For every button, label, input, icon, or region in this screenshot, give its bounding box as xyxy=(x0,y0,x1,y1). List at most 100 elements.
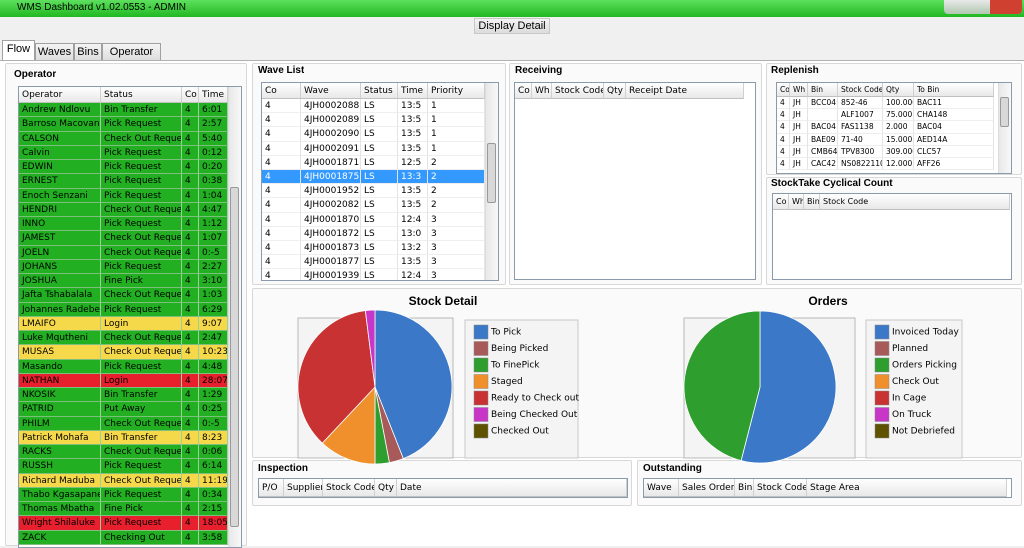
column-header[interactable]: Stage Area xyxy=(807,479,1007,497)
table-cell[interactable]: 4 xyxy=(777,97,790,110)
table-cell[interactable]: LS xyxy=(361,155,398,170)
table-cell[interactable]: 4JH0002082 xyxy=(301,198,361,213)
table-cell[interactable]: JH xyxy=(790,109,808,122)
table-cell[interactable]: 1 xyxy=(428,141,485,156)
table-cell[interactable]: Bin Transfer xyxy=(101,103,182,118)
table-cell[interactable]: 11:19 xyxy=(199,473,228,488)
table-cell[interactable]: 12:4 xyxy=(398,269,428,280)
table-cell[interactable]: RACKS xyxy=(19,445,101,460)
table-cell[interactable]: 1:29 xyxy=(199,388,228,403)
table-cell[interactable]: 0:-5 xyxy=(199,245,228,260)
table-cell[interactable]: Check Out Request xyxy=(101,202,182,217)
table-cell[interactable]: 4JH0001875 xyxy=(301,170,361,185)
table-cell[interactable]: 4 xyxy=(182,145,199,160)
table-cell[interactable]: 2 xyxy=(428,198,485,213)
table-cell[interactable]: Pick Request xyxy=(101,160,182,175)
table-cell[interactable]: JOELN xyxy=(19,245,101,260)
table-cell[interactable]: 4 xyxy=(777,121,790,134)
table-cell[interactable]: 2:15 xyxy=(199,502,228,517)
scroll-thumb[interactable] xyxy=(487,143,496,203)
table-cell[interactable]: 4 xyxy=(182,316,199,331)
table-cell[interactable]: 4JH0001873 xyxy=(301,241,361,256)
table-cell[interactable]: BAC04 xyxy=(914,121,994,134)
table-cell[interactable]: Pick Request xyxy=(101,217,182,232)
table-cell[interactable]: Pick Request xyxy=(101,174,182,189)
tab[interactable]: Operator xyxy=(102,43,161,61)
table-cell[interactable]: JH xyxy=(790,145,808,158)
table-cell[interactable]: 4 xyxy=(182,430,199,445)
table-cell[interactable]: 4 xyxy=(262,255,301,270)
table-cell[interactable]: 4 xyxy=(182,345,199,360)
column-header[interactable]: To Bin xyxy=(914,83,994,97)
table-cell[interactable]: LS xyxy=(361,127,398,142)
table-cell[interactable]: 0:06 xyxy=(199,445,228,460)
table-cell[interactable]: ERNEST xyxy=(19,174,101,189)
column-header[interactable]: Stock Code xyxy=(323,479,375,497)
display-detail-button[interactable]: Display Detail xyxy=(474,18,550,34)
table-cell[interactable]: LMAIFO xyxy=(19,316,101,331)
table-cell[interactable]: 3:58 xyxy=(199,530,228,545)
column-header[interactable]: Bin xyxy=(808,83,838,97)
table-cell[interactable]: LS xyxy=(361,99,398,114)
table-cell[interactable]: LS xyxy=(361,141,398,156)
table-cell[interactable]: 4 xyxy=(182,487,199,502)
column-header[interactable]: Bin xyxy=(735,479,754,497)
table-cell[interactable]: 4 xyxy=(182,373,199,388)
table-cell[interactable]: JH xyxy=(790,97,808,110)
table-cell[interactable]: Johannes Radebe xyxy=(19,302,101,317)
table-cell[interactable]: 4 xyxy=(182,202,199,217)
column-header[interactable]: Date xyxy=(397,479,627,497)
tab[interactable]: Flow xyxy=(2,40,35,61)
table-cell[interactable]: 4 xyxy=(182,331,199,346)
table-cell[interactable]: AFF26 xyxy=(914,158,994,171)
column-header[interactable]: Co xyxy=(182,87,199,103)
table-cell[interactable]: 0:-5 xyxy=(199,416,228,431)
table-cell[interactable]: Bin Transfer xyxy=(101,430,182,445)
column-header[interactable]: Bin xyxy=(804,194,820,210)
table-cell[interactable]: 13:2 xyxy=(398,241,428,256)
column-header[interactable]: Co xyxy=(515,83,532,99)
table-cell[interactable]: 4 xyxy=(182,388,199,403)
table-cell[interactable]: LS xyxy=(361,184,398,199)
table-cell[interactable]: 4 xyxy=(182,473,199,488)
table-cell[interactable]: Wright Shilaluke xyxy=(19,516,101,531)
column-header[interactable]: Wh xyxy=(532,83,552,99)
table-cell[interactable]: 9:07 xyxy=(199,316,228,331)
table-cell[interactable]: NATHAN xyxy=(19,373,101,388)
table-cell[interactable]: 13:5 xyxy=(398,184,428,199)
table-cell[interactable]: Fine Pick xyxy=(101,274,182,289)
table-cell[interactable]: 3 xyxy=(428,269,485,280)
table-cell[interactable]: Enoch Senzani xyxy=(19,188,101,203)
table-cell[interactable]: LS xyxy=(361,226,398,241)
table-cell[interactable]: Check Out Request xyxy=(101,445,182,460)
table-cell[interactable]: 13:5 xyxy=(398,113,428,128)
table-cell[interactable]: 28:07 xyxy=(199,373,228,388)
table-cell[interactable]: Pick Request xyxy=(101,145,182,160)
table-cell[interactable]: 1:04 xyxy=(199,188,228,203)
table-cell[interactable]: TPV8300 xyxy=(838,145,883,158)
column-header[interactable]: Operator xyxy=(19,87,101,103)
table-cell[interactable]: 4 xyxy=(262,113,301,128)
table-cell[interactable]: 4 xyxy=(182,188,199,203)
table-cell[interactable]: PHILM xyxy=(19,416,101,431)
table-cell[interactable]: Check Out Request xyxy=(101,245,182,260)
tab[interactable]: Bins xyxy=(74,43,102,61)
table-cell[interactable]: 0:20 xyxy=(199,160,228,175)
table-cell[interactable]: HENDRI xyxy=(19,202,101,217)
table-cell[interactable]: 4 xyxy=(182,516,199,531)
table-cell[interactable]: 3 xyxy=(428,241,485,256)
table-cell[interactable]: 1:12 xyxy=(199,217,228,232)
table-cell[interactable]: 0:38 xyxy=(199,174,228,189)
table-cell[interactable]: Check Out Request xyxy=(101,345,182,360)
table-cell[interactable]: 4 xyxy=(182,274,199,289)
column-header[interactable]: Sales Order xyxy=(679,479,735,497)
table-cell[interactable]: 4JH0001877 xyxy=(301,255,361,270)
table-cell[interactable]: Put Away xyxy=(101,402,182,417)
table-cell[interactable]: 2 xyxy=(428,170,485,185)
table-cell[interactable]: 4 xyxy=(262,184,301,199)
table-cell[interactable]: Pick Request xyxy=(101,487,182,502)
table-cell[interactable]: INNO xyxy=(19,217,101,232)
table-cell[interactable]: 4 xyxy=(262,99,301,114)
table-cell[interactable]: 6:29 xyxy=(199,302,228,317)
table-cell[interactable]: Andrew Ndlovu xyxy=(19,103,101,118)
